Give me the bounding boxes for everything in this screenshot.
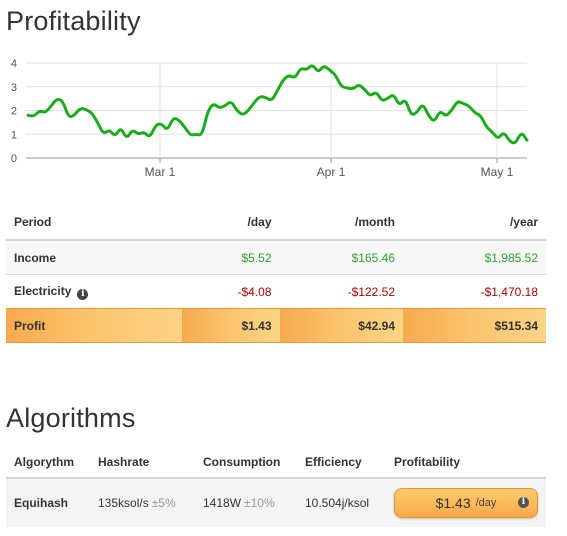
profitability-chart: 0 1 2 3 4 Mar 1 Apr 1 May 1 [11, 58, 529, 179]
pill-unit: /day [475, 497, 497, 509]
header-year: /year [509, 215, 538, 229]
electricity-row: Electricity i -$4.08 -$122.52 -$1,470.18 [6, 274, 546, 309]
profit-label: Profit [6, 308, 183, 343]
profitability-title: Profitability [6, 6, 141, 36]
electricity-day: -$4.08 [182, 274, 280, 309]
electricity-label: Electricity [14, 283, 72, 298]
header-hashrate: Hashrate [98, 455, 150, 469]
algorithm-row: Equihash 135ksol/s ±5% 1418W ±10% 10.504j/… [6, 478, 546, 527]
x-tick-label: Mar 1 [145, 165, 176, 179]
hashrate-tolerance: ±5% [151, 496, 176, 510]
profit-day: $1.43 [182, 308, 280, 343]
x-tick-label: May 1 [481, 165, 514, 179]
profit-year: $515.34 [403, 308, 546, 343]
profit-row: Profit $1.43 $42.94 $515.34 [6, 308, 546, 343]
algorithms-table-header: Algorythm Hashrate Consumption Efficienc… [6, 447, 546, 478]
algorithms-title: Algorithms [6, 403, 136, 433]
header-consumption: Consumption [203, 455, 281, 469]
electricity-cell: Electricity i [6, 274, 183, 309]
algorithm-name: Equihash [6, 478, 90, 527]
hashrate-cell: 135ksol/s ±5% [90, 478, 195, 527]
header-period: Period [14, 215, 52, 229]
info-icon[interactable]: i [77, 288, 89, 300]
efficiency-value: 10.504j/ksol [297, 478, 386, 527]
profit-table-header: Period /day /month /year [6, 205, 546, 240]
electricity-year: -$1,470.18 [403, 274, 546, 309]
header-algorithm: Algorythm [14, 455, 74, 469]
y-tick-label: 1 [11, 129, 17, 141]
profit-month: $42.94 [279, 308, 403, 343]
consumption-cell: 1418W ±10% [195, 478, 297, 527]
income-row: Income $5.52 $165.46 $1,985.52 [6, 239, 546, 275]
y-tick-label: 3 [11, 82, 17, 94]
income-year: $1,985.52 [403, 239, 546, 275]
consumption-value: 1418W [203, 496, 242, 510]
y-tick-label: 0 [11, 153, 17, 165]
x-tick-label: Apr 1 [317, 165, 346, 179]
hashrate-value: 135ksol/s [98, 496, 149, 510]
info-icon[interactable]: i [518, 497, 529, 508]
profitability-pill[interactable]: $1.43 /day i [394, 488, 538, 518]
y-tick-label: 2 [11, 106, 17, 118]
profitability-series-line [26, 64, 529, 145]
header-profitability: Profitability [394, 455, 461, 469]
header-efficiency: Efficiency [305, 455, 362, 469]
header-month: /month [355, 215, 395, 229]
profit-table: Period /day /month /year Income $5.52 $1… [6, 205, 546, 343]
income-month: $165.46 [279, 239, 403, 275]
income-day: $5.52 [182, 239, 280, 275]
profitability-cell: $1.43 /day i [386, 478, 546, 527]
consumption-tolerance: ±10% [244, 496, 275, 510]
income-label: Income [6, 239, 183, 275]
electricity-month: -$122.52 [279, 274, 403, 309]
pill-value: $1.43 [435, 495, 471, 511]
header-day: /day [247, 215, 272, 229]
y-tick-label: 4 [11, 58, 17, 70]
algorithms-table: Algorythm Hashrate Consumption Efficienc… [6, 447, 546, 527]
